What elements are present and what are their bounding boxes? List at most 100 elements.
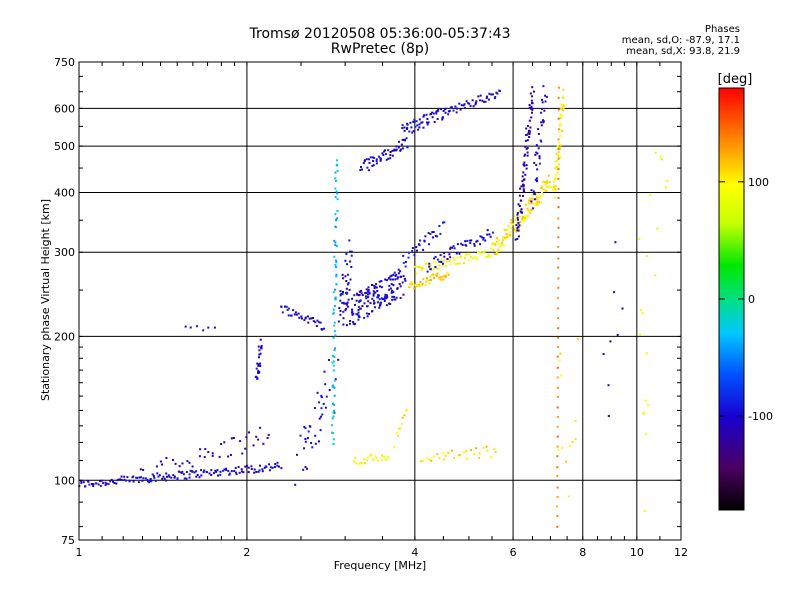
data-point <box>345 291 347 294</box>
data-point <box>124 479 127 482</box>
data-point <box>444 111 447 114</box>
data-point <box>527 132 530 135</box>
data-point <box>664 186 667 189</box>
data-point <box>256 377 259 380</box>
data-point <box>397 276 399 279</box>
data-point <box>88 483 91 486</box>
data-point <box>408 286 411 289</box>
data-point <box>380 280 383 283</box>
data-point <box>639 333 642 336</box>
data-point <box>430 279 432 281</box>
data-point <box>435 274 438 277</box>
data-point <box>366 293 369 296</box>
data-point <box>558 86 560 89</box>
data-point <box>373 156 376 159</box>
data-point <box>172 459 174 461</box>
data-point <box>120 479 123 481</box>
data-point <box>250 468 253 470</box>
data-point <box>378 294 380 297</box>
data-point <box>90 483 93 485</box>
data-point <box>488 233 491 236</box>
data-point <box>352 321 355 323</box>
data-point <box>229 454 232 456</box>
data-point <box>438 225 441 227</box>
data-point <box>560 107 563 110</box>
data-point <box>531 102 533 105</box>
data-point <box>366 290 369 293</box>
data-point <box>418 285 421 288</box>
data-point <box>486 229 489 232</box>
data-point <box>576 338 579 340</box>
data-point <box>358 290 361 293</box>
data-point <box>557 146 560 149</box>
data-point <box>478 452 481 455</box>
data-point <box>485 445 488 448</box>
data-point <box>503 244 506 247</box>
data-point <box>333 239 336 242</box>
data-point <box>559 352 562 355</box>
data-point <box>120 475 123 478</box>
data-point <box>524 215 527 218</box>
data-point <box>220 443 223 445</box>
data-point <box>385 158 388 161</box>
data-point <box>332 364 335 367</box>
data-point <box>461 243 464 246</box>
data-point <box>396 432 399 434</box>
data-point <box>259 464 261 467</box>
data-point <box>328 389 331 392</box>
data-point <box>468 102 471 105</box>
data-point <box>406 123 409 126</box>
data-point <box>259 352 262 355</box>
data-point <box>516 222 519 225</box>
data-point <box>429 275 432 278</box>
data-point <box>198 476 201 479</box>
data-point <box>395 296 398 299</box>
data-point <box>520 185 523 188</box>
data-point <box>387 157 390 160</box>
data-point <box>416 124 419 127</box>
data-point <box>365 292 368 294</box>
data-point <box>306 467 308 470</box>
data-point <box>529 126 532 129</box>
data-point <box>538 162 541 165</box>
data-point <box>128 480 131 483</box>
data-point <box>455 252 458 255</box>
data-point <box>345 280 348 282</box>
data-point <box>426 123 429 126</box>
data-point <box>285 305 288 308</box>
data-point <box>559 144 562 147</box>
data-point <box>525 127 528 130</box>
data-point <box>334 171 337 174</box>
data-point <box>410 126 413 129</box>
data-point <box>373 302 376 304</box>
data-point <box>401 147 404 150</box>
data-point <box>112 480 114 483</box>
data-point <box>371 310 374 313</box>
data-point <box>425 280 428 283</box>
data-point <box>173 476 176 479</box>
data-point <box>300 315 303 318</box>
data-point <box>393 295 395 298</box>
data-point <box>521 180 524 183</box>
data-point <box>561 129 564 132</box>
data-point <box>375 283 378 286</box>
data-point <box>332 312 335 315</box>
data-point <box>478 456 481 459</box>
data-point <box>274 463 277 466</box>
data-point <box>475 240 478 243</box>
data-point <box>431 116 434 119</box>
data-point <box>157 475 160 478</box>
data-point <box>255 375 258 378</box>
data-point <box>404 261 407 263</box>
data-point <box>469 242 472 244</box>
data-point <box>426 262 429 265</box>
data-point <box>534 203 537 206</box>
data-point <box>417 266 420 269</box>
data-point <box>517 226 520 229</box>
data-point <box>569 445 572 448</box>
data-point <box>529 92 532 95</box>
data-point <box>144 477 147 480</box>
data-point <box>422 115 425 118</box>
data-point <box>360 292 363 295</box>
data-point <box>176 478 179 481</box>
